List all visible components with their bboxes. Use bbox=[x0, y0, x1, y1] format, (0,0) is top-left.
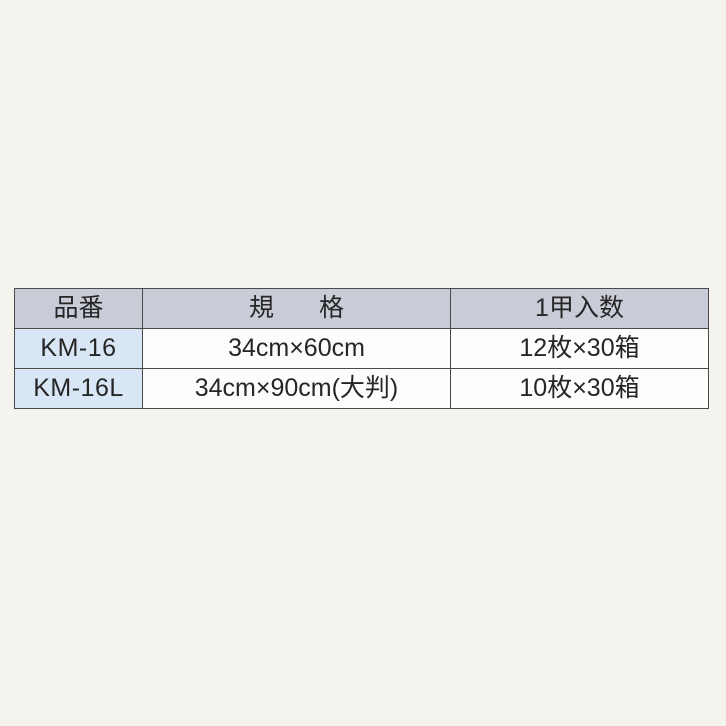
cell-spec: 34cm×60cm bbox=[143, 329, 451, 369]
header-spec-label: 規格 bbox=[204, 294, 389, 322]
cell-qty: 12枚×30箱 bbox=[451, 329, 709, 369]
table-row: KM-16L 34cm×90cm(大判) 10枚×30箱 bbox=[15, 369, 709, 409]
cell-code: KM-16L bbox=[15, 369, 143, 409]
table-row: KM-16 34cm×60cm 12枚×30箱 bbox=[15, 329, 709, 369]
header-qty: 1甲入数 bbox=[451, 289, 709, 329]
header-code: 品番 bbox=[15, 289, 143, 329]
table-header-row: 品番 規格 1甲入数 bbox=[15, 289, 709, 329]
header-spec: 規格 bbox=[143, 289, 451, 329]
cell-qty: 10枚×30箱 bbox=[451, 369, 709, 409]
cell-code: KM-16 bbox=[15, 329, 143, 369]
spec-table: 品番 規格 1甲入数 KM-16 34cm×60cm 12枚×30箱 KM-16… bbox=[14, 288, 709, 409]
cell-spec: 34cm×90cm(大判) bbox=[143, 369, 451, 409]
page: 品番 規格 1甲入数 KM-16 34cm×60cm 12枚×30箱 KM-16… bbox=[0, 0, 726, 726]
